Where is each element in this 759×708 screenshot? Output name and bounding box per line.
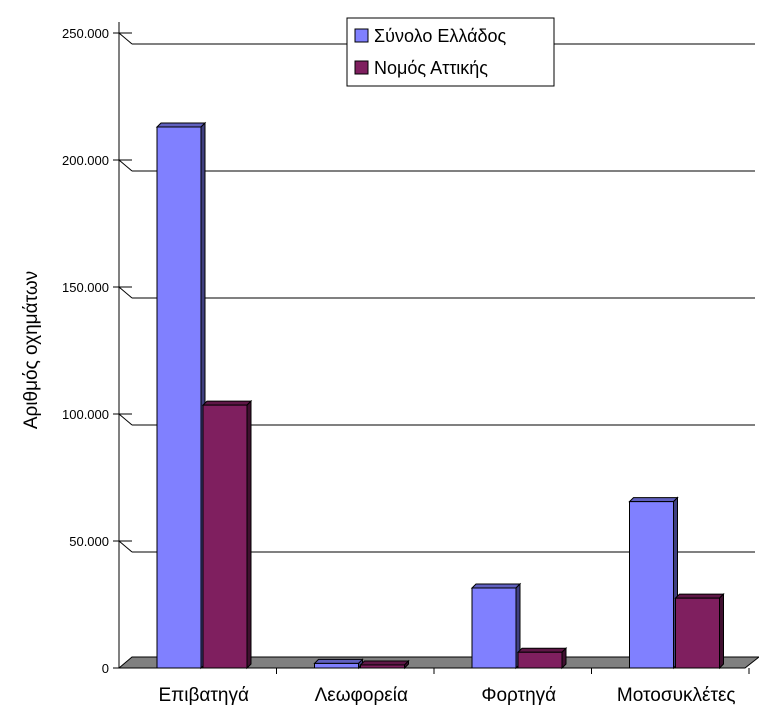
bar-front [471,587,517,669]
y-tick-label: 100.000 [62,407,109,422]
bar-front [675,597,720,669]
bar-top [313,658,364,664]
y-tick-label: 250.000 [62,26,109,41]
bar-top [470,583,522,589]
bar [155,121,207,670]
bar-side [246,399,252,670]
bar [470,582,522,670]
y-tick-label: 150.000 [62,280,109,295]
bar-front [629,501,674,669]
y-tick-label: 200.000 [62,153,109,168]
gridline-diagonal [118,32,133,45]
legend-label: Σύνολο Ελλάδος [374,26,507,46]
x-tick-label: Επιβατηγά [159,685,249,706]
y-axis-title: Αριθμός οχημάτων [21,271,42,429]
bar [359,659,410,670]
bar-front [202,404,248,669]
bar-front [517,651,563,669]
bar [628,496,679,670]
bars [155,121,725,670]
x-tick-label: Μοτοσυκλέτες [617,685,736,706]
gridline-diagonal [118,413,133,426]
gridline-diagonal [118,159,133,172]
gridline-diagonal [118,286,133,299]
legend-swatch [354,60,369,75]
bar [313,658,364,670]
bar-front [360,664,405,669]
bar-top [628,497,679,503]
bar-top [674,593,725,599]
legend-label: Νομός Αττικής [374,58,488,78]
bar [674,592,725,670]
legend: Σύνολο Ελλάδος Νομός Αττικής [346,17,555,87]
bar-top [516,647,568,653]
bar-top [359,660,410,666]
x-tick-label: Λεωφορεία [315,685,408,706]
y-tick-label: 0 [102,661,109,676]
legend-box [346,17,555,87]
bar [516,647,568,670]
bar-top [155,122,207,128]
legend-swatch [354,28,369,43]
bar-front [156,126,202,669]
bar [201,399,253,670]
bar-side [561,647,567,670]
x-tick-label: Φορτηγά [481,685,556,706]
y-axis [113,22,120,669]
gridline-diagonal [118,540,133,553]
bar-top [201,400,253,406]
y-tick-label: 50.000 [69,534,109,549]
bar-side [719,592,724,670]
y-tick-labels: 0 50.000 100.000 150.000 200.000 250.000 [62,26,109,676]
x-category-labels: Επιβατηγά Λεωφορεία Φορτηγά Μοτοσυκλέτες [159,668,750,706]
bar-front [314,662,359,669]
